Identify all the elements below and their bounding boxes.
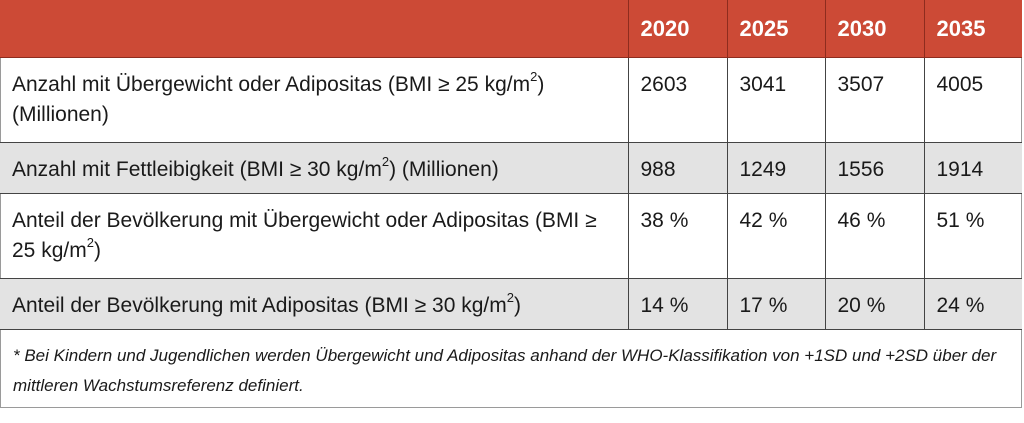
data-table: 2020 2025 2030 2035 Anzahl mit Übergewic…	[0, 0, 1022, 330]
table-row: Anzahl mit Übergewicht oder Adipositas (…	[0, 57, 1022, 143]
header-label-cell	[0, 0, 628, 58]
table-cell: 3041	[726, 57, 825, 143]
row-label: Anteil der Bevölkerung mit Adipositas (B…	[0, 278, 628, 330]
table-cell: 38 %	[627, 193, 727, 279]
table-cell: 1914	[923, 142, 1022, 194]
header-year-2025: 2025	[726, 0, 825, 58]
table-cell: 42 %	[726, 193, 825, 279]
table-row: Anteil der Bevölkerung mit Übergewicht o…	[0, 193, 1022, 279]
header-year-2020: 2020	[627, 0, 727, 58]
table-cell: 14 %	[627, 278, 727, 330]
table-cell: 46 %	[824, 193, 924, 279]
footnote: * Bei Kindern und Jugendlichen werden Üb…	[13, 346, 997, 395]
table-cell: 17 %	[726, 278, 825, 330]
row-label: Anteil der Bevölkerung mit Übergewicht o…	[0, 193, 628, 279]
table-row: Anzahl mit Fettleibigkeit (BMI ≥ 30 kg/m…	[0, 142, 1022, 194]
table-row: Anteil der Bevölkerung mit Adipositas (B…	[0, 278, 1022, 330]
table-cell: 2603	[627, 57, 727, 143]
table-cell: 51 %	[923, 193, 1022, 279]
table-cell: 24 %	[923, 278, 1022, 330]
row-label: Anzahl mit Fettleibigkeit (BMI ≥ 30 kg/m…	[0, 142, 628, 194]
table-cell: 3507	[824, 57, 924, 143]
header-year-2035: 2035	[923, 0, 1022, 58]
header-row: 2020 2025 2030 2035	[0, 0, 1022, 58]
table-cell: 988	[627, 142, 727, 194]
table-cell: 1556	[824, 142, 924, 194]
row-label: Anzahl mit Übergewicht oder Adipositas (…	[0, 57, 628, 143]
table-cell: 4005	[923, 57, 1022, 143]
header-year-2030: 2030	[824, 0, 924, 58]
table-cell: 20 %	[824, 278, 924, 330]
table-cell: 1249	[726, 142, 825, 194]
